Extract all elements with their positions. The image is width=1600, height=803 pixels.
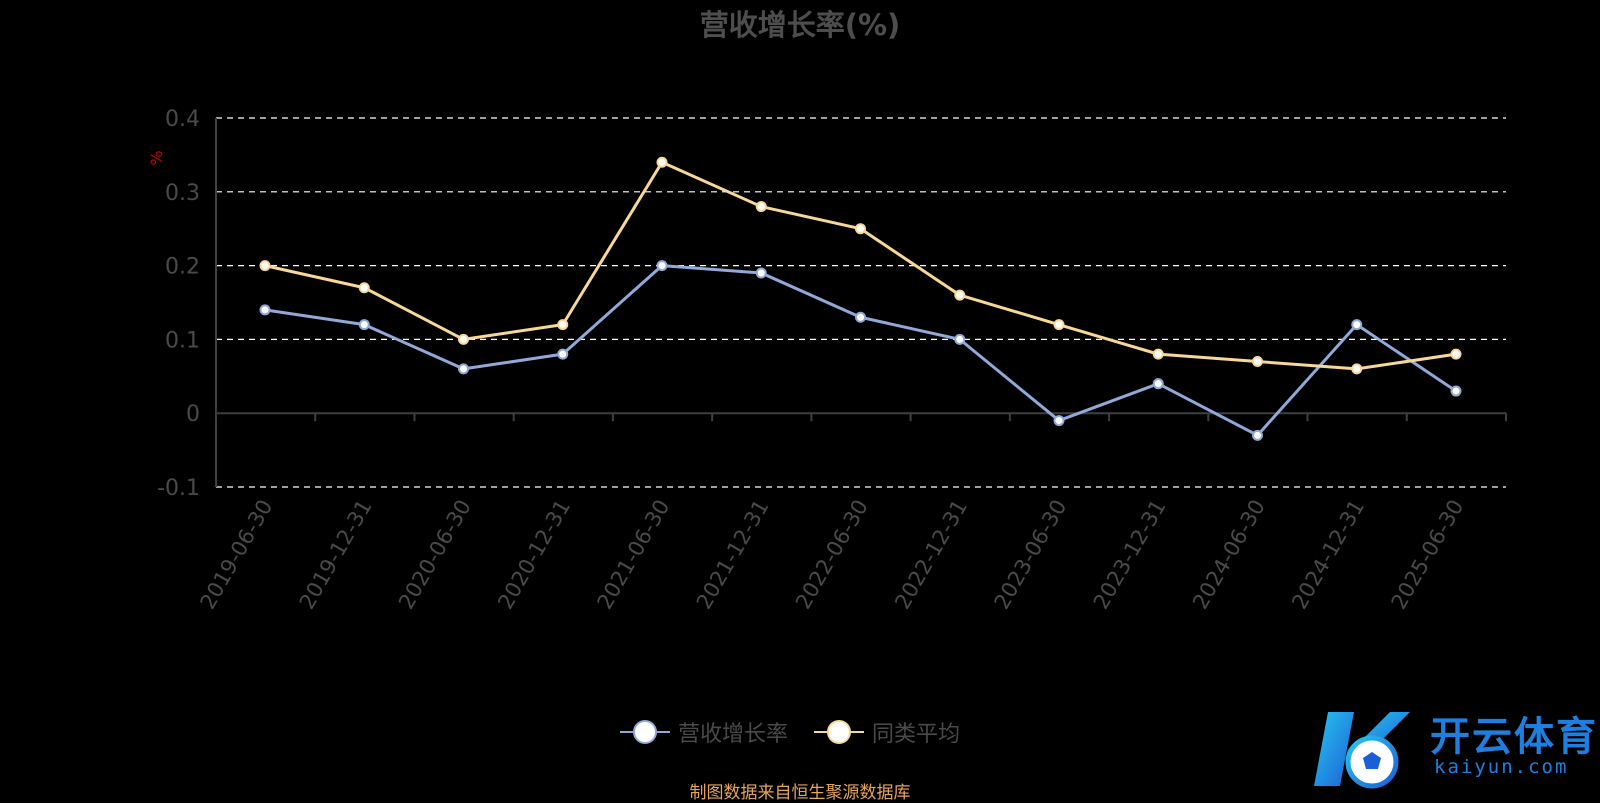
data-point-0 (855, 311, 866, 323)
series-line-0 (264, 264, 1457, 437)
x-tick-label: 2024-06-30 (1188, 496, 1270, 614)
data-point-0 (656, 260, 668, 272)
data-point-0 (1252, 429, 1263, 441)
legend-swatch-revenue (620, 719, 670, 745)
x-tick-label: 2022-06-30 (791, 496, 873, 614)
x-tick-label: 2019-12-31 (295, 496, 377, 614)
x-tick-label: 2021-06-30 (593, 496, 675, 614)
y-tick-label: 0.2 (165, 255, 200, 280)
data-point-0 (557, 348, 569, 360)
legend-item-peer-average[interactable]: 同类平均 (814, 716, 960, 748)
y-axis-label: % (147, 150, 166, 165)
y-tick-label: 0.4 (165, 107, 200, 132)
data-point-1 (259, 260, 271, 272)
data-point-1 (557, 319, 569, 331)
data-point-1 (1152, 348, 1164, 360)
watermark-logo: 开云体育 kaiyun.com (1310, 698, 1600, 798)
data-point-1 (755, 201, 767, 213)
source-note: 制图数据来自恒生聚源数据库 (689, 783, 911, 803)
legend: 营收增长率 同类平均 (620, 716, 986, 748)
legend-label-revenue: 营收增长率 (678, 722, 789, 747)
data-point-0 (954, 333, 966, 345)
data-point-1 (1252, 356, 1263, 368)
legend-item-revenue[interactable]: 营收增长率 (620, 716, 788, 748)
x-tick-label: 2019-06-30 (196, 496, 278, 614)
data-point-1 (358, 282, 370, 294)
data-point-1 (1450, 348, 1462, 360)
data-point-0 (755, 267, 767, 279)
data-point-0 (1152, 378, 1164, 390)
y-tick-label: 0.3 (165, 181, 200, 206)
soccer-ball-logo-icon (1314, 712, 1410, 789)
data-point-0 (1053, 415, 1065, 427)
x-tick-label: 2020-12-31 (493, 496, 575, 614)
x-tick-label: 2025-06-30 (1387, 496, 1469, 614)
y-tick-label: 0 (186, 402, 200, 427)
data-point-0 (259, 304, 271, 316)
x-tick-label: 2021-12-31 (692, 496, 774, 614)
data-point-1 (855, 223, 866, 235)
x-tick-label: 2023-06-30 (990, 496, 1072, 614)
data-point-1 (954, 289, 966, 301)
data-point-0 (1351, 319, 1363, 331)
data-point-1 (1351, 363, 1363, 375)
x-tick-label: 2020-06-30 (394, 496, 476, 614)
watermark-brand: 开云体育 (1430, 714, 1598, 760)
data-point-0 (358, 319, 370, 331)
x-tick-label: 2023-12-31 (1089, 496, 1171, 614)
x-tick-label: 2022-12-31 (890, 496, 972, 614)
legend-swatch-peer-average (814, 719, 865, 745)
chart-title: 营收增长率(%) (699, 8, 901, 42)
data-point-1 (656, 156, 668, 168)
legend-label-peer-average: 同类平均 (872, 722, 961, 747)
data-point-0 (458, 363, 469, 375)
y-tick-label: -0.1 (157, 476, 200, 501)
x-tick-label: 2024-12-31 (1287, 496, 1369, 614)
data-point-1 (1053, 319, 1065, 331)
data-point-1 (458, 333, 469, 345)
watermark-domain: kaiyun.com (1434, 756, 1569, 778)
data-point-0 (1450, 385, 1462, 397)
y-tick-label: 0.1 (165, 328, 200, 353)
